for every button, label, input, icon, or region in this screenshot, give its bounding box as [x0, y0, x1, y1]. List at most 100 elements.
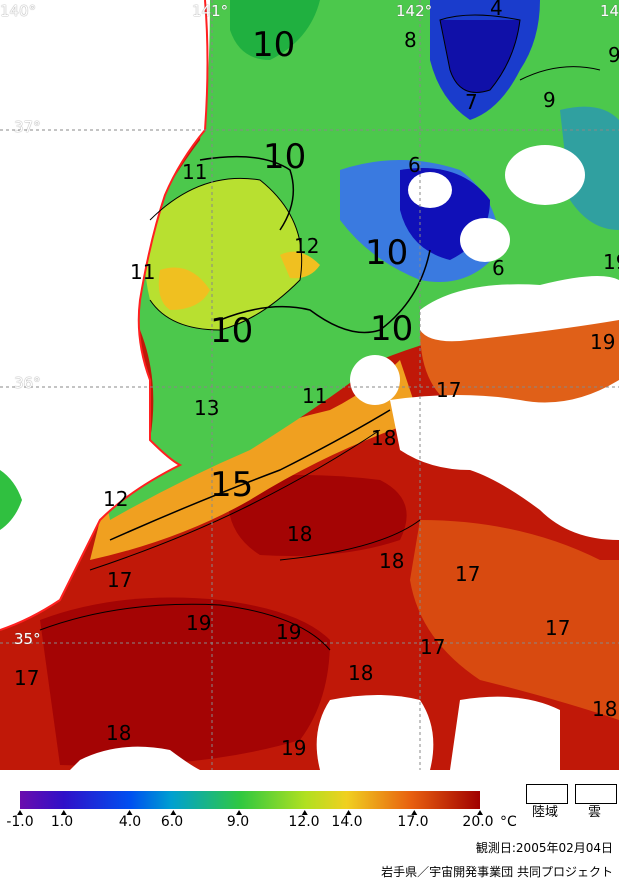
cloud [505, 145, 585, 205]
contour-line [89, 429, 381, 571]
cloud [408, 172, 452, 208]
contour-label: 17 [436, 378, 462, 402]
contour-label: 19 [281, 736, 307, 760]
contour-label: 19 [603, 250, 619, 274]
legend-tick-label: -1.0 [6, 814, 34, 830]
contour-label: 12 [103, 487, 129, 511]
contour-label: 17 [455, 562, 481, 586]
contour-line [149, 177, 303, 331]
cool-patch-north [230, 0, 320, 60]
color-bar-ticks [17, 810, 483, 815]
legend-tick-label: 20.0 [462, 814, 494, 830]
contour-label: 18 [592, 697, 618, 721]
warm-spot-13 [158, 267, 210, 310]
cloud [420, 276, 619, 342]
legend-tick-mark [411, 810, 418, 815]
contour-line [279, 519, 421, 561]
color-bar [20, 791, 480, 809]
contour-label: 9 [608, 43, 619, 67]
contour-label: 17 [14, 666, 40, 690]
contour-label: 10 [252, 25, 296, 65]
longitude-label: 140° [0, 2, 37, 20]
contour-label: 15 [210, 465, 254, 505]
coastline [0, 0, 209, 631]
cloud [460, 218, 510, 262]
legend-tick-label: 6.0 [160, 814, 184, 830]
latitude-label: 37° [14, 118, 41, 136]
cloud [70, 746, 200, 770]
legend-tick-label: 17.0 [397, 814, 429, 830]
contour-label: 18 [348, 661, 374, 685]
contour-label: 17 [107, 568, 133, 592]
longitude-label: 142° [396, 2, 433, 20]
legend-unit: °C [500, 814, 517, 830]
contour-label: 18 [287, 522, 313, 546]
lake [0, 470, 22, 530]
observation-date: 観測日:2005年02月04日 [475, 841, 613, 855]
warm-spot-12 [280, 251, 320, 279]
credit-line: 岩手県／宇宙開発事業団 共同プロジェクト [381, 865, 613, 879]
contour-line [219, 249, 431, 334]
cloud [316, 695, 434, 770]
contour-label: 13 [194, 396, 220, 420]
contour-label: 12 [294, 234, 320, 258]
longitude-label: 14 [600, 2, 619, 20]
contour-label: 8 [404, 28, 417, 52]
contour-label: 17 [545, 616, 571, 640]
legend-tick-mark [60, 810, 67, 815]
contour-label: 7 [465, 90, 478, 114]
legend-tick-mark [236, 810, 243, 815]
legend-tick-mark [301, 810, 308, 815]
contour-label: 17 [420, 635, 446, 659]
warm-region-17-east [410, 520, 619, 720]
legend-tick-label: 4.0 [118, 814, 142, 830]
contour-line [109, 409, 391, 541]
contour-label: 18 [371, 426, 397, 450]
latitude-label: 36° [14, 374, 41, 392]
contour-label: 11 [302, 384, 328, 408]
contour-label: 6 [492, 256, 505, 280]
contour-line [199, 155, 295, 231]
legend-tick-mark [477, 810, 483, 815]
latitude-label: 35° [14, 630, 41, 648]
legend-tick-mark [17, 810, 23, 815]
cold-core-4 [440, 20, 520, 93]
legend-tick-label: 9.0 [226, 814, 250, 830]
cloud [350, 355, 400, 405]
warm-core-19 [40, 597, 330, 766]
cloud-key-label: 雲 [588, 805, 602, 820]
contour-label: 19 [590, 330, 616, 354]
contour-label: 18 [106, 721, 132, 745]
contour-label: 6 [408, 153, 421, 177]
land-key-label: 陸域 [532, 805, 559, 820]
contour-label: 10 [365, 233, 409, 273]
contour-label: 19 [186, 611, 212, 635]
contour-label: 11 [130, 260, 156, 284]
cold-water-east [560, 106, 619, 230]
land-key-swatch [526, 784, 568, 804]
cloud-bank [390, 380, 619, 540]
contour-label: 19 [276, 620, 302, 644]
contour-label: 9 [543, 88, 556, 112]
land-honshu [0, 0, 210, 630]
legend-tick-label: 14.0 [331, 814, 363, 830]
legend-tick-mark [170, 810, 177, 815]
cloud [450, 696, 560, 770]
legend-tick-mark [126, 810, 133, 815]
longitude-label: 141° [192, 2, 229, 20]
legend-tick-mark [345, 810, 352, 815]
contour-line [519, 66, 601, 81]
contour-label: 11 [182, 160, 208, 184]
cloud-key-swatch [575, 784, 617, 804]
contour-label: 4 [490, 0, 503, 20]
contour-line [39, 603, 331, 651]
warm-eddy-18 [228, 475, 407, 556]
contour-label: 18 [379, 549, 405, 573]
legend-tick-label: 12.0 [288, 814, 320, 830]
contour-label: 10 [210, 311, 254, 351]
front-band [90, 360, 420, 560]
contour-label: 10 [263, 137, 307, 177]
contour-label: 10 [370, 309, 414, 349]
legend-tick-label: 1.0 [50, 814, 74, 830]
